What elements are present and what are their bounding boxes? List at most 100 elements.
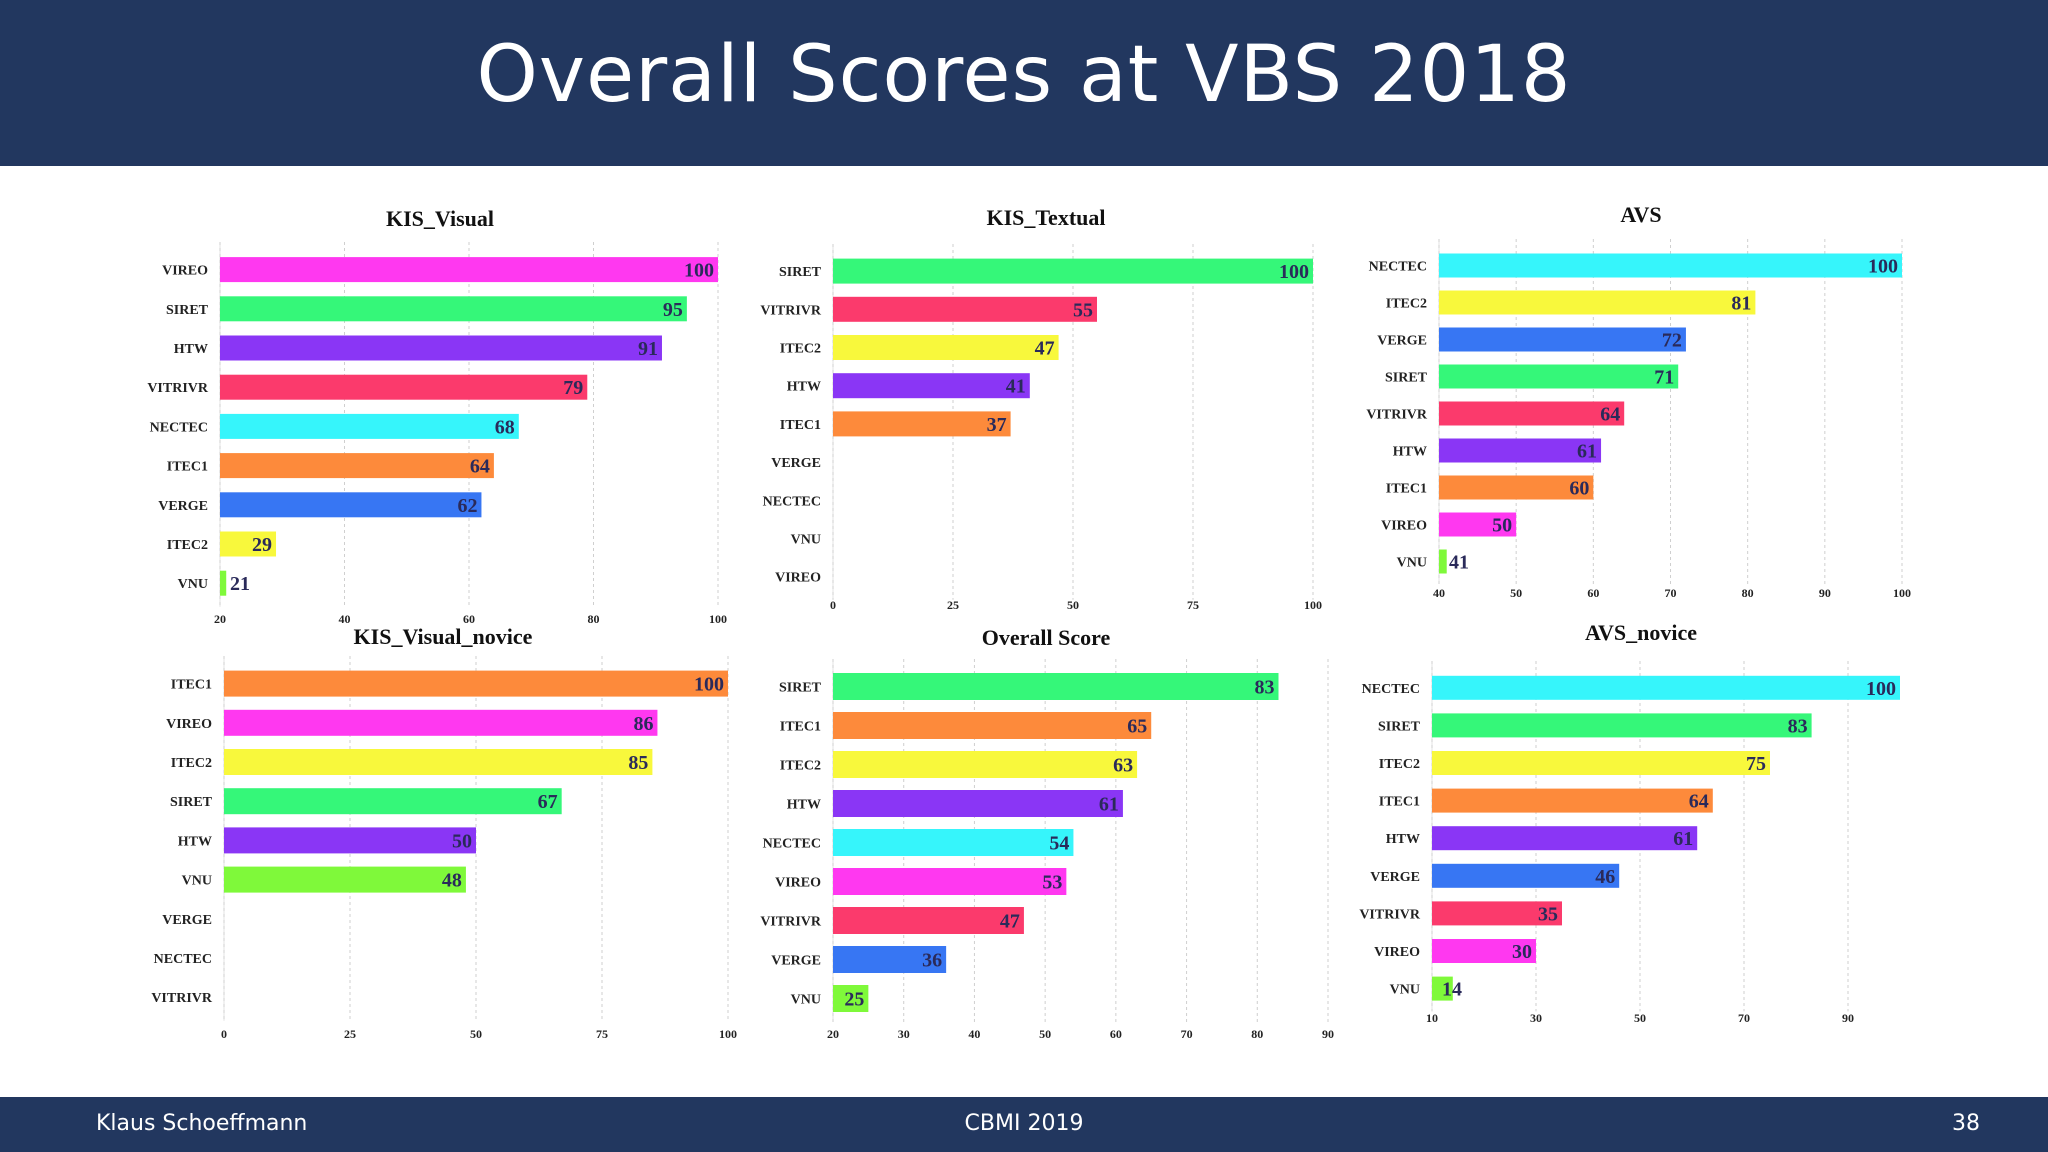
bar-siret	[224, 788, 562, 815]
bar-nectec	[1439, 253, 1902, 278]
chart-title: Overall Score	[982, 625, 1111, 650]
bar-vnu	[833, 985, 869, 1012]
value-label: 67	[538, 791, 558, 813]
value-label: 61	[1673, 828, 1693, 850]
value-label: 29	[252, 534, 272, 556]
x-tick-label: 50	[470, 1027, 482, 1041]
x-tick-label: 100	[709, 612, 727, 626]
category-label: VERGE	[771, 456, 821, 471]
x-tick-label: 25	[947, 598, 959, 612]
category-label: HTW	[787, 798, 821, 813]
category-label: ITEC1	[780, 720, 821, 735]
category-label: ITEC2	[780, 759, 821, 774]
x-tick-label: 50	[1634, 1011, 1646, 1025]
value-label: 83	[1255, 677, 1275, 699]
x-tick-label: 90	[1842, 1011, 1854, 1025]
bar-verge	[220, 492, 482, 518]
bar-htw	[833, 373, 1030, 399]
x-tick-label: 80	[1742, 586, 1754, 600]
slide-header: Overall Scores at VBS 2018	[0, 0, 2048, 166]
chart-kis-textual: KIS_Textual 0 25 50 75 100 SIRET 100 VITRIVR 55 IT…	[760, 205, 1322, 612]
value-label: 61	[1577, 441, 1597, 463]
category-label: VNU	[791, 993, 821, 1008]
x-tick-label: 70	[1738, 1011, 1750, 1025]
chart-kis-visual: KIS_Visual 20 40 60 80 100 VIREO 100 SIRET 95 HTW 9…	[147, 206, 727, 626]
category-label: VITRIVR	[1359, 907, 1421, 922]
chart-avs-novice: AVS_novice 10 30 50 70 90 NECTEC 100 SIRET 83 ITEC…	[1359, 620, 1900, 1025]
bar-vnu	[224, 866, 466, 893]
bar-vireo	[1439, 512, 1517, 537]
bar-htw	[224, 827, 476, 854]
chart-kis-visual-novice: KIS_Visual_novice 0 25 50 75 100 ITEC1 100 VIREO…	[151, 624, 737, 1041]
value-label: 100	[684, 260, 714, 282]
value-label: 50	[1492, 515, 1512, 537]
chart-avs: AVS 40 50 60 70 80 90 100 NECTEC 100 ITEC2 81 VERGE 7…	[1366, 202, 1911, 600]
value-label: 83	[1788, 715, 1808, 737]
x-tick-label: 0	[830, 598, 836, 612]
value-label: 100	[1868, 256, 1898, 278]
value-label: 68	[495, 416, 515, 438]
bar-vitrivr	[220, 374, 588, 400]
x-tick-label: 20	[827, 1027, 839, 1041]
category-label: VIREO	[162, 264, 208, 279]
category-label: ITEC1	[171, 678, 212, 693]
value-label: 25	[844, 989, 864, 1011]
slide-title: Overall Scores at VBS 2018	[476, 30, 1572, 120]
category-label: SIRET	[1378, 719, 1421, 734]
value-label: 64	[1689, 791, 1709, 813]
x-tick-label: 60	[1110, 1027, 1122, 1041]
x-tick-label: 80	[1251, 1027, 1263, 1041]
x-tick-label: 40	[1433, 586, 1445, 600]
value-label: 91	[638, 338, 658, 360]
category-label: ITEC1	[1379, 795, 1420, 810]
x-tick-label: 25	[344, 1027, 356, 1041]
category-label: SIRET	[779, 681, 822, 696]
x-tick-label: 30	[898, 1027, 910, 1041]
slide-footer: Klaus Schoeffmann CBMI 2019 38	[0, 1097, 2048, 1152]
x-tick-label: 75	[596, 1027, 608, 1041]
category-label: VITRIVR	[147, 381, 209, 396]
bar-itec2	[1432, 751, 1770, 775]
category-label: NECTEC	[1362, 682, 1420, 697]
bar-htw	[833, 790, 1123, 817]
category-label: VITRIVR	[760, 303, 822, 318]
x-tick-label: 90	[1322, 1027, 1334, 1041]
footer-page-number: 38	[1952, 1111, 1980, 1136]
value-label: 48	[442, 870, 462, 892]
category-label: VNU	[791, 533, 821, 548]
bar-verge	[1439, 327, 1686, 352]
x-tick-label: 40	[339, 612, 351, 626]
bar-itec2	[1439, 290, 1756, 315]
bar-vitrivr	[1439, 401, 1625, 426]
bar-itec1	[1432, 788, 1713, 813]
value-label: 47	[1035, 338, 1055, 360]
category-label: HTW	[787, 380, 821, 395]
value-label: 79	[563, 377, 583, 399]
bar-vireo	[1432, 939, 1536, 963]
category-label: NECTEC	[763, 837, 821, 852]
bar-itec2	[224, 749, 653, 775]
bar-itec2	[833, 751, 1138, 778]
x-tick-label: 70	[1665, 586, 1677, 600]
bar-vitrivr	[833, 296, 1097, 322]
category-label: NECTEC	[763, 494, 821, 509]
bar-itec2	[833, 335, 1059, 360]
value-label: 37	[987, 414, 1007, 436]
category-label: SIRET	[170, 795, 213, 810]
chart-title: KIS_Visual	[386, 206, 494, 231]
value-label: 63	[1113, 755, 1133, 777]
category-label: VITRIVR	[760, 915, 822, 930]
bar-itec1	[1439, 475, 1594, 500]
bar-nectec	[833, 829, 1074, 856]
value-label: 61	[1099, 794, 1119, 816]
category-label: ITEC2	[1379, 757, 1420, 772]
category-label: HTW	[1386, 832, 1420, 847]
bar-siret	[220, 296, 687, 322]
value-label: 46	[1595, 866, 1615, 888]
bar-vireo	[224, 709, 658, 736]
footer-event: CBMI 2019	[964, 1111, 1084, 1136]
category-label: VNU	[178, 577, 208, 592]
category-label: VIREO	[1374, 945, 1420, 960]
bar-itec1	[224, 670, 728, 697]
x-tick-label: 0	[221, 1027, 227, 1041]
